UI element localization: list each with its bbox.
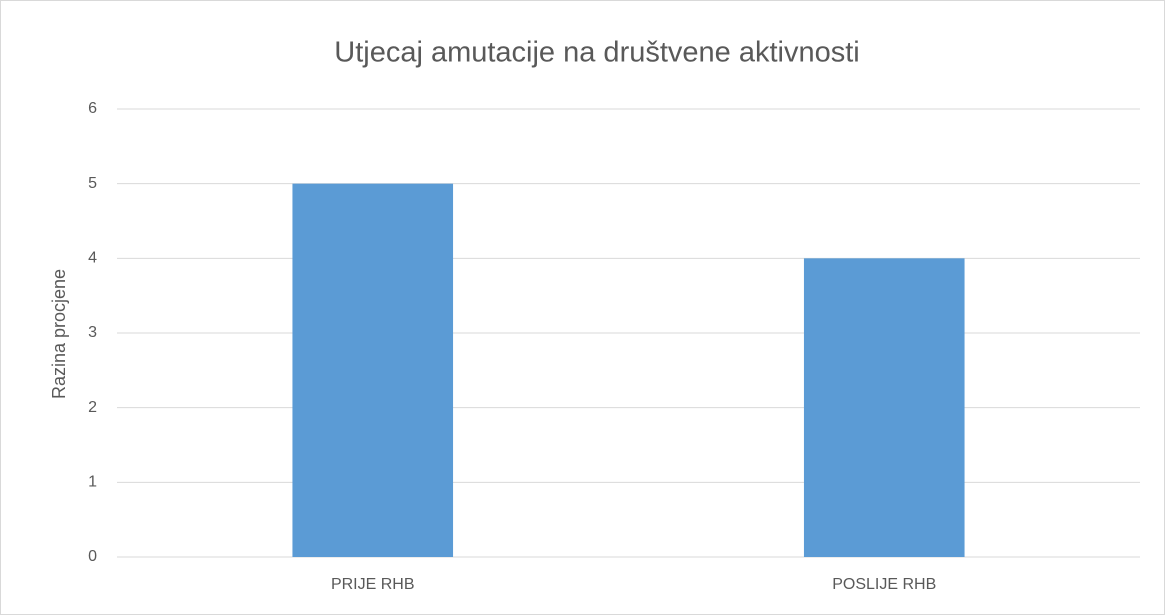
y-tick-label: 2	[88, 399, 97, 416]
bar	[292, 183, 454, 557]
y-tick-label: 4	[88, 250, 97, 267]
bar	[803, 258, 965, 557]
y-tick-label: 6	[88, 100, 97, 117]
y-tick-label: 1	[88, 474, 97, 491]
y-tick-label: 0	[88, 548, 97, 565]
chart-title: Utjecaj amutacije na društvene aktivnost…	[334, 37, 859, 69]
x-tick-label: POSLIJE RHB	[832, 576, 936, 593]
x-tick-label: PRIJE RHB	[331, 576, 415, 593]
y-tick-label: 5	[88, 175, 97, 192]
y-tick-label: 3	[88, 324, 97, 341]
y-axis-label: Razina procjene	[49, 269, 69, 399]
